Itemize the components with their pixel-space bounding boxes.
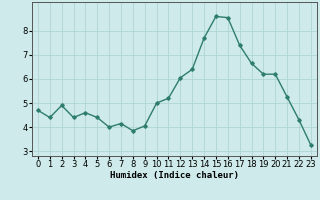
X-axis label: Humidex (Indice chaleur): Humidex (Indice chaleur) bbox=[110, 171, 239, 180]
